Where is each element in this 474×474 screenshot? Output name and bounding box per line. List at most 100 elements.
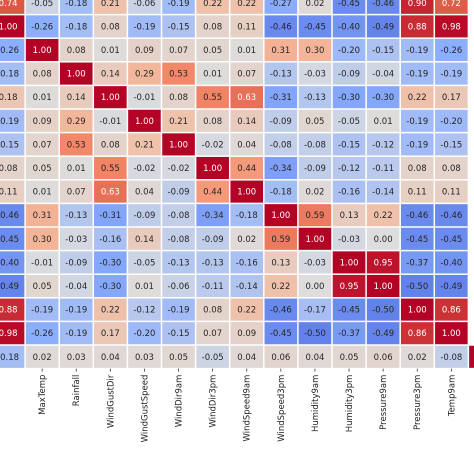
cell-value-label: -0.09 <box>304 164 326 174</box>
cell-value-label: -0.05 <box>133 258 155 268</box>
heatmap-cell <box>59 180 93 203</box>
cell-value-label: 0.14 <box>135 235 154 245</box>
cell-value-label: 0.08 <box>101 140 120 150</box>
heatmap-cell <box>264 345 298 368</box>
heatmap-cell <box>128 86 161 109</box>
cell-value-label: 0.98 <box>442 22 461 32</box>
heatmap-cell <box>332 227 366 250</box>
cell-value-label: 0.05 <box>340 353 359 363</box>
cell-value-label: 1.00 <box>33 46 52 56</box>
x-tick-label: WindGustDir <box>106 374 116 428</box>
cell-value-label: 0.30 <box>305 46 324 56</box>
heatmap-cell <box>264 86 298 109</box>
heatmap-cell <box>332 133 366 156</box>
cell-value-label: -0.19 <box>65 306 87 316</box>
heatmap-cell <box>25 274 59 298</box>
cell-value-label: -0.45 <box>440 235 462 245</box>
cell-value-label: -0.09 <box>202 235 224 245</box>
heatmap-cell <box>298 298 332 321</box>
heatmap-cell <box>264 62 298 85</box>
cell-value-label: -0.19 <box>65 329 87 339</box>
heatmap-cell <box>332 180 366 203</box>
heatmap-cell <box>0 0 25 14</box>
cell-value-label: 0.59 <box>271 235 290 245</box>
heatmap-cell <box>196 133 229 156</box>
heatmap-cell <box>366 322 400 345</box>
cell-value-label: -0.31 <box>99 211 121 221</box>
cell-value-label: 0.90 <box>408 0 427 9</box>
cell-value-label: -0.26 <box>31 22 53 32</box>
cell-value-label: 1.00 <box>0 22 18 32</box>
cell-value-label: -0.19 <box>440 70 462 80</box>
heatmap-cell <box>59 15 93 38</box>
cell-value-label: -0.19 <box>406 46 428 56</box>
cell-value-label: 0.01 <box>237 46 256 56</box>
heatmap-cell <box>128 109 161 132</box>
heatmap-cell <box>332 345 366 368</box>
heatmap-cell <box>264 156 298 180</box>
heatmap-cell <box>162 15 195 38</box>
cell-value-label: -0.45 <box>406 235 428 245</box>
cell-value-label: -0.20 <box>133 329 155 339</box>
heatmap-cell <box>59 109 93 132</box>
x-tick-label: Temp9am <box>447 375 457 418</box>
cell-value-label: 0.08 <box>169 93 188 103</box>
heatmap-cell <box>94 274 127 298</box>
heatmap-cell <box>469 86 474 109</box>
heatmap-cell <box>469 15 474 38</box>
cell-value-label: -0.18 <box>0 353 19 363</box>
heatmap-cell <box>196 62 229 85</box>
heatmap-cell <box>469 109 474 132</box>
cell-value-label: 0.07 <box>203 329 222 339</box>
cell-value-label: -0.34 <box>202 211 224 221</box>
heatmap-cell <box>162 62 195 85</box>
cell-value-label: 0.14 <box>67 93 86 103</box>
cell-value-label: -0.46 <box>406 211 428 221</box>
cell-value-label: -0.19 <box>168 306 190 316</box>
cell-value-label: -0.14 <box>372 188 394 198</box>
heatmap-cell <box>230 109 264 132</box>
heatmap-cell <box>469 0 474 14</box>
heatmap-cell <box>400 86 434 109</box>
cell-value-label: 0.05 <box>203 46 222 56</box>
cell-value-label: 1.00 <box>169 140 188 150</box>
cell-value-label: -0.13 <box>270 70 292 80</box>
heatmap-cell <box>196 86 229 109</box>
cell-value-label: 0.07 <box>237 70 256 80</box>
cell-value-label: 0.05 <box>33 164 52 174</box>
heatmap-cell <box>162 0 195 14</box>
cell-value-label: 0.02 <box>408 353 427 363</box>
cell-value-label: 0.22 <box>237 306 256 316</box>
cell-value-label: 0.88 <box>0 306 18 316</box>
heatmap-cell <box>196 251 229 274</box>
cell-value-label: 0.72 <box>442 0 461 9</box>
cell-value-label: -0.01 <box>99 117 121 127</box>
cell-value-label: 0.05 <box>169 353 188 363</box>
heatmap-cell <box>264 322 298 345</box>
cell-value-label: 0.01 <box>101 46 120 56</box>
cell-value-label: 0.53 <box>169 70 188 80</box>
cell-value-label: 0.22 <box>408 93 427 103</box>
cell-value-label: -0.03 <box>65 235 87 245</box>
heatmap-cell <box>0 227 25 250</box>
heatmap-cell <box>469 38 474 62</box>
heatmap-cell <box>0 86 25 109</box>
cell-value-label: -0.12 <box>372 140 394 150</box>
cell-value-label: -0.49 <box>0 282 19 292</box>
heatmap-cell <box>366 251 400 274</box>
heatmap-cell <box>469 180 474 203</box>
heatmap-cell <box>0 322 25 345</box>
x-tick-label: WindDir9am <box>175 375 185 428</box>
heatmap-cell <box>128 345 161 368</box>
heatmap-cell <box>0 38 25 62</box>
heatmap-cell <box>469 227 474 250</box>
heatmap-cell <box>162 180 195 203</box>
cell-value-label: -0.49 <box>440 282 462 292</box>
heatmap-cell <box>25 0 59 14</box>
heatmap-cell <box>25 322 59 345</box>
cell-value-label: -0.13 <box>168 258 190 268</box>
heatmap-cell <box>230 251 264 274</box>
cell-value-label: 0.14 <box>101 70 120 80</box>
heatmap-cell <box>25 38 59 62</box>
cell-value-label: -0.06 <box>133 0 155 9</box>
